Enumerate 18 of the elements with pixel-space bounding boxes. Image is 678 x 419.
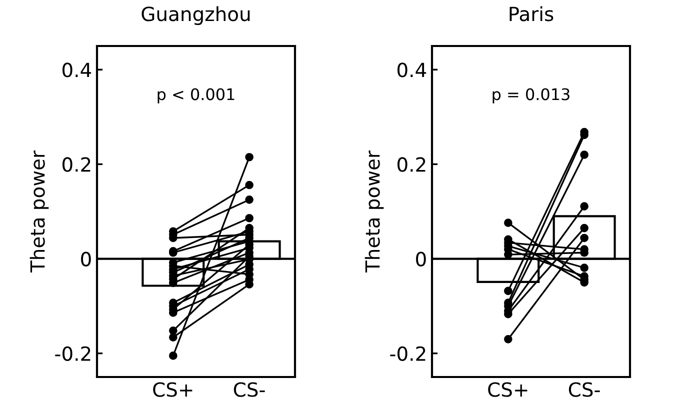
y-tick-label: -0.2 <box>390 346 426 362</box>
x-tick-label: CS- <box>234 382 265 397</box>
y-tick-label: 0.4 <box>62 62 92 78</box>
x-tick-label: CS+ <box>153 382 192 397</box>
y-axis-title: Theta power <box>364 150 384 273</box>
x-tick-label: CS- <box>568 382 600 397</box>
chart-title: Guangzhou <box>142 6 250 26</box>
y-tick-label: 0 <box>81 252 91 266</box>
y-axis-title: Theta power <box>30 150 49 273</box>
y-tick-label: 0.2 <box>62 157 90 172</box>
chart-title: Paris <box>510 6 554 22</box>
annotation: p = 0.013 <box>492 88 570 104</box>
annotation: p < 0.001 <box>158 88 234 104</box>
y-tick-label: 0 <box>416 252 426 266</box>
y-tick-label: 0.4 <box>398 62 426 78</box>
y-tick-label: -0.2 <box>55 346 90 362</box>
y-tick-label: 0.2 <box>398 157 426 172</box>
x-tick-label: CS+ <box>488 382 528 397</box>
